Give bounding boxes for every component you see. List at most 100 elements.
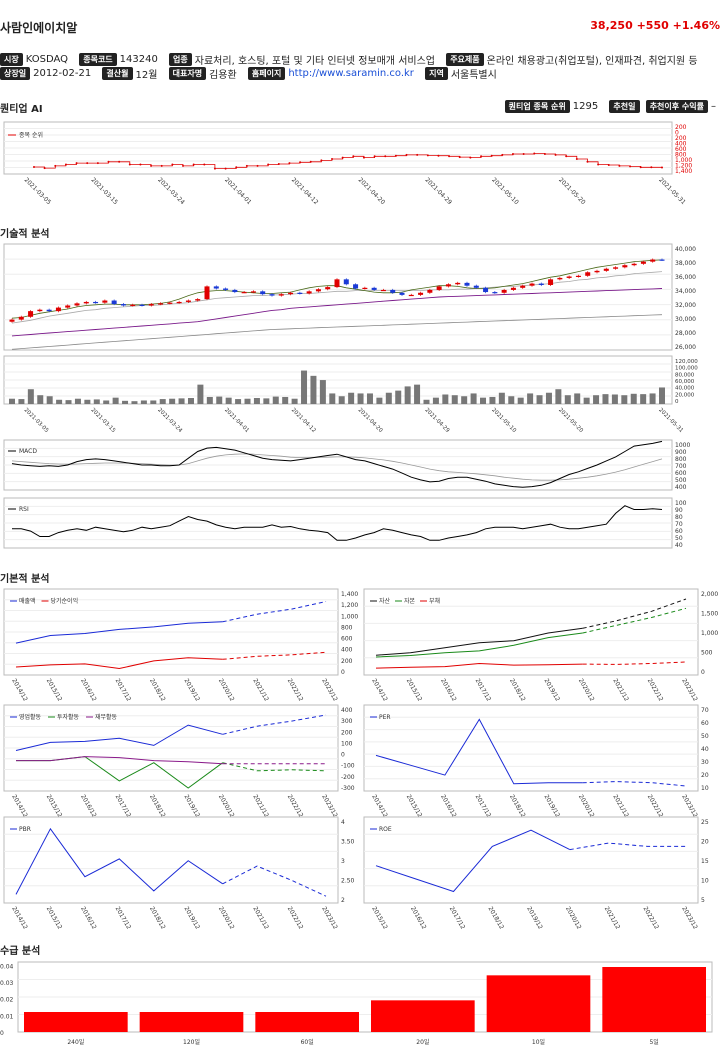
legend-label: PER bbox=[379, 714, 391, 721]
candle-body bbox=[548, 279, 554, 285]
candle-body bbox=[148, 304, 154, 306]
supply-x-label: 240일 bbox=[67, 1038, 84, 1046]
x-tick-label: 2014/12 bbox=[370, 678, 389, 703]
rank-point bbox=[192, 163, 195, 166]
volume-bar bbox=[545, 392, 552, 404]
price-y-tick: 36,000 bbox=[675, 274, 696, 281]
supply-chart: 0.04 0.03 0.02 0.01 0 240일 120일 60일 20일 10일 5일 bbox=[0, 961, 713, 1046]
candle-body bbox=[603, 268, 609, 271]
candle-body bbox=[594, 270, 600, 273]
listed-value: 2012-02-21 bbox=[33, 68, 92, 79]
y-tick-label: 0 bbox=[341, 752, 345, 759]
y-tick-label: 10 bbox=[701, 785, 709, 792]
y-tick-label: 0 bbox=[341, 669, 345, 676]
rank-point bbox=[511, 153, 514, 156]
volume-bar bbox=[291, 398, 298, 404]
net_income-line bbox=[15, 657, 223, 670]
rank-y-tick: 0 bbox=[675, 130, 679, 137]
rank-point bbox=[490, 154, 493, 157]
product-value: 온라인 채용광고(취업포털), 인재파견, 취업지원 등 bbox=[486, 56, 698, 67]
rank-point bbox=[288, 162, 291, 165]
supply-bar bbox=[602, 967, 706, 1032]
volume-bar bbox=[310, 375, 317, 404]
technical-chart: 40,000 38,000 36,000 34,000 32,000 30,000 28,0… bbox=[3, 243, 698, 549]
sales-line bbox=[15, 621, 223, 644]
rank-point bbox=[405, 153, 408, 156]
market-tag: 시장 bbox=[0, 53, 23, 66]
x-tick-label: 2022/12 bbox=[646, 794, 665, 819]
volume-bar bbox=[301, 370, 308, 404]
y-tick-label: 3 bbox=[341, 858, 345, 865]
y-tick-label: 20 bbox=[701, 839, 709, 846]
candle-body bbox=[399, 292, 405, 295]
candle-body bbox=[334, 279, 340, 288]
product-tag: 주요제품 bbox=[446, 53, 484, 66]
volume-bar bbox=[527, 393, 534, 404]
supply-x-label: 120일 bbox=[183, 1038, 200, 1046]
candle-body bbox=[74, 303, 80, 306]
industry-tag: 업종 bbox=[169, 53, 192, 66]
candle-body bbox=[659, 259, 665, 261]
rank-point bbox=[341, 156, 344, 159]
macd-y-tick: 500 bbox=[675, 477, 687, 484]
volume-bar bbox=[225, 397, 232, 404]
y-tick-label: 70 bbox=[701, 707, 709, 714]
homepage-link[interactable]: http://www.saramin.co.kr bbox=[288, 68, 414, 79]
candle-body bbox=[529, 283, 535, 286]
supply-y-tick: 0.04 bbox=[0, 963, 14, 970]
x-tick-label: 2021-05-31 bbox=[657, 407, 684, 434]
rank-point bbox=[618, 164, 621, 167]
x-tick-label: 2021-05-20 bbox=[557, 176, 587, 206]
x-tick-label: 2016/12 bbox=[409, 906, 428, 931]
supply-x-label: 10일 bbox=[532, 1038, 545, 1046]
info-row-2: 상장일 2012-02-21 결산월 12월 대표자명 김용환 홈페이지 http://… bbox=[0, 66, 505, 81]
x-tick-label: 2018/12 bbox=[148, 794, 167, 819]
candle-body bbox=[585, 272, 591, 276]
x-tick-label: 2019/12 bbox=[182, 794, 201, 819]
legend-label: 종목 순위 bbox=[19, 131, 43, 139]
rank-point bbox=[384, 155, 387, 158]
legend-label: 부채 bbox=[429, 597, 440, 605]
rec-return-tag: 추천이후 수익률 bbox=[645, 100, 708, 113]
rank-point bbox=[277, 162, 280, 165]
volume-bar bbox=[611, 394, 618, 404]
volume-bar bbox=[140, 400, 147, 404]
y-tick-label: 1,500 bbox=[701, 611, 718, 618]
supply-x-label: 20일 bbox=[416, 1038, 429, 1046]
rank-point bbox=[394, 154, 397, 157]
x-tick-label: 2022/12 bbox=[286, 678, 305, 703]
legend-label: ROE bbox=[379, 826, 392, 833]
price-y-tick: 26,000 bbox=[675, 344, 696, 351]
candle-body bbox=[455, 282, 461, 285]
code-value: 143240 bbox=[119, 54, 158, 65]
legend-label: 재무활동 bbox=[95, 713, 118, 721]
volume-bar bbox=[583, 397, 590, 404]
candle-body bbox=[445, 284, 451, 287]
candle-body bbox=[501, 289, 507, 293]
candle-body bbox=[204, 286, 210, 300]
volume-bar bbox=[103, 400, 110, 404]
liabilities-forecast-line bbox=[582, 661, 687, 665]
supply-bar bbox=[255, 1012, 359, 1032]
volume-y-tick: 0 bbox=[675, 399, 679, 405]
candle-body bbox=[195, 299, 201, 301]
macd-y-tick: 400 bbox=[675, 484, 687, 491]
x-tick-label: 2016/12 bbox=[79, 794, 98, 819]
volume-bar bbox=[235, 399, 242, 404]
candle-body bbox=[37, 309, 43, 312]
volume-bar bbox=[564, 395, 571, 404]
volume-bar bbox=[282, 396, 289, 404]
y-tick-label: 1,200 bbox=[341, 602, 358, 609]
candle-body bbox=[492, 292, 498, 294]
y-tick-label: 3.50 bbox=[341, 839, 355, 846]
price-y-tick: 38,000 bbox=[675, 260, 696, 267]
price-change: +550 bbox=[636, 19, 669, 32]
volume-bar bbox=[74, 398, 81, 404]
x-tick-label: 2021/12 bbox=[611, 794, 630, 819]
x-tick-label: 2021/12 bbox=[251, 794, 270, 819]
x-tick-label: 2022/12 bbox=[642, 906, 661, 931]
macd-y-tick: 600 bbox=[675, 470, 687, 477]
volume-bar bbox=[37, 395, 44, 404]
rank-point bbox=[331, 158, 334, 160]
volume-bar bbox=[338, 396, 345, 404]
